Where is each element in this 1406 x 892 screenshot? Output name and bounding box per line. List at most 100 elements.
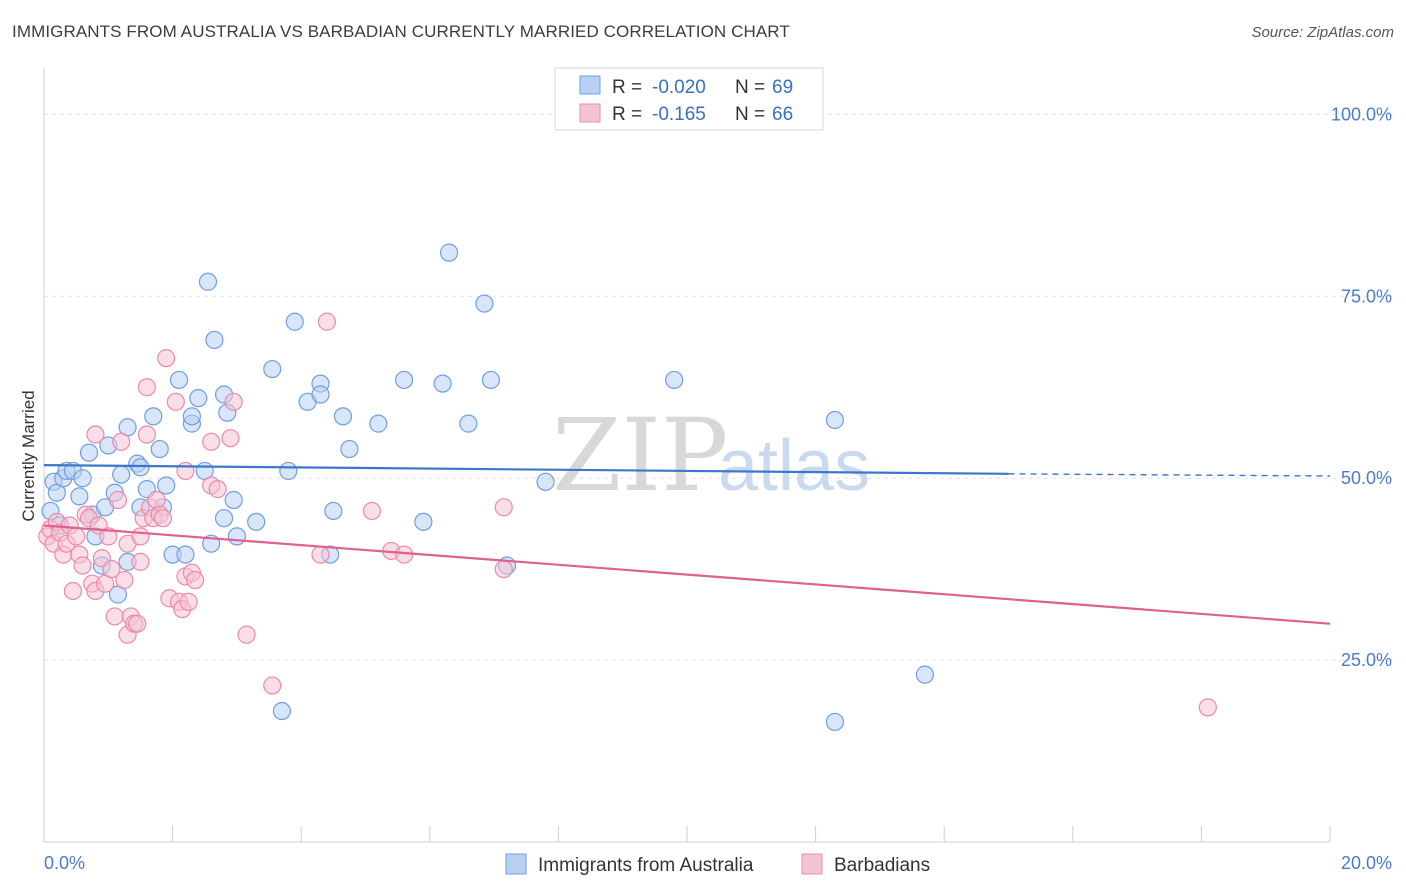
data-point bbox=[494, 498, 513, 517]
data-point bbox=[128, 614, 147, 633]
data-point bbox=[112, 465, 131, 484]
stats-n-label-2: N = bbox=[735, 104, 765, 125]
stats-r-value-2: -0.165 bbox=[652, 104, 706, 125]
data-point bbox=[63, 581, 83, 601]
stats-box: R = -0.020 N = 69 R = -0.165 N = 66 bbox=[554, 67, 824, 131]
trend-line-1 bbox=[43, 524, 1331, 625]
grid-lines bbox=[44, 113, 1392, 661]
data-point bbox=[311, 385, 330, 404]
legend-label-australia: Immigrants from Australia bbox=[538, 855, 754, 876]
data-point bbox=[176, 461, 195, 481]
data-point bbox=[131, 552, 150, 571]
data-point bbox=[279, 461, 298, 481]
data-point bbox=[825, 712, 844, 732]
data-point bbox=[186, 570, 205, 590]
data-point bbox=[157, 476, 176, 495]
data-point bbox=[825, 410, 844, 430]
x-tick-label-max: 20.0% bbox=[1341, 853, 1392, 873]
stats-r-value-1: -0.020 bbox=[652, 77, 706, 98]
data-point bbox=[227, 527, 246, 546]
data-point bbox=[494, 560, 513, 579]
chart-title: IMMIGRANTS FROM AUSTRALIA VS BARBADIAN C… bbox=[12, 22, 790, 41]
data-point bbox=[433, 374, 452, 393]
trend-lines bbox=[43, 463, 1331, 625]
data-point bbox=[481, 370, 500, 390]
y-tick-label: 100.0% bbox=[1331, 104, 1392, 124]
data-point bbox=[102, 560, 121, 579]
data-point bbox=[224, 490, 243, 510]
data-point bbox=[333, 407, 353, 426]
y-tick-label: 25.0% bbox=[1341, 650, 1392, 670]
data-point bbox=[272, 701, 292, 721]
stats-n-value-1: 69 bbox=[772, 77, 793, 98]
data-point bbox=[214, 509, 234, 528]
data-point bbox=[157, 349, 176, 368]
data-point bbox=[324, 501, 343, 521]
data-point bbox=[176, 545, 195, 564]
data-point bbox=[263, 359, 282, 379]
data-point bbox=[414, 512, 433, 531]
data-point bbox=[247, 512, 266, 531]
data-point bbox=[169, 370, 189, 390]
data-point bbox=[237, 625, 256, 644]
data-point bbox=[198, 272, 218, 291]
legend: Immigrants from Australia Barbadians bbox=[505, 853, 930, 876]
stats-n-label-1: N = bbox=[735, 77, 765, 98]
data-point bbox=[394, 370, 414, 390]
data-point bbox=[202, 432, 221, 451]
data-point bbox=[340, 439, 359, 459]
data-point bbox=[182, 407, 201, 426]
data-point bbox=[79, 443, 99, 462]
data-point bbox=[459, 414, 478, 433]
data-point bbox=[263, 676, 282, 695]
trend-line-0 bbox=[43, 463, 1009, 475]
data-point bbox=[208, 480, 227, 499]
y-tick-label: 50.0% bbox=[1341, 468, 1392, 488]
data-point bbox=[73, 556, 92, 575]
data-point bbox=[137, 378, 156, 397]
stats-r-label-2: R = bbox=[612, 104, 642, 125]
series-1 bbox=[38, 312, 1217, 717]
data-point bbox=[362, 501, 382, 521]
data-point bbox=[189, 389, 208, 408]
data-point bbox=[131, 458, 150, 477]
watermark-zip: ZIP bbox=[552, 397, 728, 514]
data-point bbox=[536, 472, 555, 491]
trend-line-extension-0 bbox=[1008, 473, 1331, 477]
tick-labels: 25.0% 50.0% 75.0% 100.0% 0.0% 20.0% bbox=[44, 104, 1392, 873]
legend-swatch-australia bbox=[505, 853, 527, 875]
data-point bbox=[221, 429, 240, 448]
data-point bbox=[137, 425, 156, 444]
data-point bbox=[86, 425, 105, 444]
data-point bbox=[439, 243, 459, 262]
watermark: ZIP atlas bbox=[552, 397, 870, 514]
axes bbox=[43, 68, 1331, 843]
data-point bbox=[394, 545, 414, 564]
data-point bbox=[108, 490, 128, 510]
data-point bbox=[475, 294, 494, 313]
data-point bbox=[915, 665, 935, 684]
data-point bbox=[369, 414, 388, 433]
data-point bbox=[317, 312, 337, 331]
data-point bbox=[115, 570, 134, 590]
x-tick-label-min: 0.0% bbox=[44, 853, 85, 873]
data-point bbox=[67, 527, 86, 546]
watermark-atlas: atlas bbox=[718, 426, 870, 506]
data-point bbox=[205, 330, 224, 350]
data-point bbox=[665, 370, 684, 390]
data-point bbox=[99, 527, 118, 546]
data-point bbox=[150, 439, 169, 459]
data-point bbox=[112, 432, 131, 451]
data-point bbox=[105, 607, 124, 626]
y-tick-label: 75.0% bbox=[1341, 286, 1392, 306]
data-point bbox=[1198, 698, 1217, 717]
legend-label-barbadians: Barbadians bbox=[834, 855, 930, 876]
data-point bbox=[166, 392, 185, 411]
data-point bbox=[144, 407, 163, 426]
stats-n-value-2: 66 bbox=[772, 104, 793, 125]
data-point bbox=[285, 312, 304, 331]
stats-r-label-1: R = bbox=[612, 77, 642, 98]
data-point bbox=[179, 592, 198, 611]
y-axis-label: Currently Married bbox=[19, 390, 38, 521]
